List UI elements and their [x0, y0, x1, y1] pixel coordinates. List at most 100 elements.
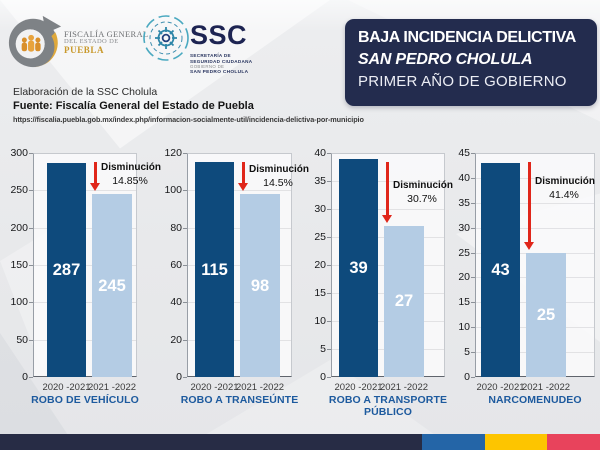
y-tick-label: 10: [314, 315, 326, 327]
y-tick-label: 120: [164, 147, 182, 159]
fiscalia-wordmark: FISCALÍA GENERAL DEL ESTADO DE PUEBLA: [64, 30, 148, 55]
fiscalia-line1: FISCALÍA GENERAL: [64, 29, 149, 39]
y-tick-mark: [471, 352, 475, 354]
y-tick-mark: [327, 265, 331, 266]
decrease-arrow-head-icon: [524, 241, 534, 250]
y-tick-label: 40: [314, 147, 326, 159]
y-tick-mark: [29, 377, 33, 378]
y-tick-label: 40: [170, 296, 182, 309]
bar-value-label: 39: [349, 258, 368, 277]
y-tick-mark: [471, 327, 475, 329]
ssc-sub2: SEGURIDAD CIUDADANA: [190, 58, 253, 64]
y-tick-mark: [327, 349, 331, 350]
gridline: [476, 202, 594, 204]
ssc-sub3: GOBIERNO DE: [190, 64, 225, 70]
gridline: [188, 265, 291, 266]
y-tick-mark: [29, 153, 33, 154]
y-tick-mark: [183, 302, 187, 304]
x-category-label: 2020 -2021: [476, 382, 525, 393]
bar-value-label: 25: [536, 305, 556, 324]
bar-value-label: 98: [250, 276, 270, 295]
y-tick-mark: [29, 227, 33, 229]
y-tick-mark: [471, 153, 475, 154]
gridline: [476, 227, 594, 229]
bar-value-label: 245: [98, 276, 126, 295]
ssc-acronym: SSC: [190, 20, 248, 50]
x-category-label: 2020 -2021: [190, 382, 239, 393]
y-tick-label: 35: [314, 175, 326, 187]
y-tick-mark: [183, 265, 187, 266]
decrease-value: 14.85%: [112, 175, 148, 187]
source-block: Elaboración de la SSC Cholula Fuente: Fi…: [13, 86, 364, 124]
y-tick-label: 45: [458, 147, 470, 159]
y-tick-label: 35: [458, 196, 470, 209]
x-category-label: 2021 -2022: [521, 382, 571, 393]
banner-caption: PRIMER AÑO DE GOBIERNO: [358, 73, 567, 90]
strip-segment-red: [547, 434, 600, 450]
x-category-label: 2021 -2022: [235, 382, 285, 393]
gridline: [188, 302, 291, 304]
strip-segment-navy: [0, 434, 422, 450]
title-banner: BAJA INCIDENCIA DELICTIVA SAN PEDRO CHOL…: [345, 19, 597, 106]
y-tick-label: 50: [16, 333, 28, 346]
bar-2020-2021: [195, 162, 234, 377]
ssc-sub4: SAN PEDRO CHOLULA: [190, 69, 249, 75]
decrease-arrow-head-icon: [90, 183, 100, 192]
decrease-arrow-icon: [94, 162, 97, 185]
decrease-annotation: Disminución 14.85%: [101, 162, 162, 187]
decrease-label: Disminución: [535, 176, 596, 187]
x-category-label: 2020 -2021: [42, 382, 91, 393]
decrease-label: Disminución: [249, 164, 310, 175]
y-tick-label: 0: [320, 371, 326, 383]
strip-segment-blue: [422, 434, 485, 450]
source-url: https://fiscalia.puebla.gob.mx/index.php…: [13, 115, 364, 124]
y-tick-label: 200: [10, 221, 28, 234]
bar-2020-2021: [47, 162, 86, 377]
bar-value-label: 27: [394, 292, 414, 311]
y-tick-label: 40: [458, 171, 470, 184]
y-tick-mark: [471, 302, 475, 304]
y-tick-mark: [471, 227, 475, 229]
y-tick-mark: [327, 181, 331, 182]
x-category-label: 2021 -2022: [87, 382, 137, 393]
decrease-label: Disminución: [393, 180, 454, 191]
fiscalia-line3: PUEBLA: [64, 44, 105, 55]
bar-2021-2022: [92, 194, 132, 377]
y-tick-label: 20: [458, 271, 470, 284]
y-tick-label: 15: [458, 296, 470, 309]
decrease-value: 41.4%: [549, 189, 579, 201]
y-tick-mark: [471, 202, 475, 204]
y-tick-label: 5: [320, 343, 326, 355]
fiscalia-line2: DEL ESTADO DE: [64, 37, 119, 45]
bar-2021-2022: [240, 194, 280, 377]
y-tick-mark: [327, 293, 331, 294]
y-tick-mark: [471, 277, 475, 279]
y-tick-label: 300: [10, 147, 28, 159]
y-tick-label: 150: [10, 259, 28, 271]
y-tick-label: 0: [22, 371, 28, 383]
ssc-emblem-icon: [143, 15, 189, 61]
y-tick-label: 0: [176, 371, 182, 383]
y-tick-label: 30: [314, 203, 326, 215]
y-tick-mark: [183, 153, 187, 154]
strip-segment-yellow: [485, 434, 547, 450]
y-tick-label: 20: [170, 333, 182, 346]
ssc-sub1: SECRETARÍA DE: [190, 53, 231, 58]
y-tick-mark: [327, 237, 331, 238]
y-tick-label: 250: [10, 184, 28, 197]
bar-value-label: 287: [52, 260, 81, 279]
y-tick-mark: [29, 190, 33, 192]
y-tick-label: 100: [164, 184, 182, 197]
decrease-label: Disminución: [101, 162, 162, 173]
y-tick-mark: [471, 177, 475, 179]
chart-title: NARCOMENUDEO: [488, 394, 582, 406]
y-tick-mark: [29, 302, 33, 304]
gridline: [188, 227, 291, 229]
decrease-arrow-icon: [242, 162, 245, 185]
bar-2021-2022: [526, 252, 566, 377]
ssc-wordmark: SSC SECRETARÍA DE SEGURIDAD CIUDADANA GO…: [190, 22, 252, 76]
decrease-annotation: Disminución 41.4%: [535, 176, 596, 201]
decrease-arrow-icon: [528, 162, 531, 243]
decrease-arrow-head-icon: [382, 214, 392, 223]
y-tick-label: 5: [464, 346, 470, 359]
